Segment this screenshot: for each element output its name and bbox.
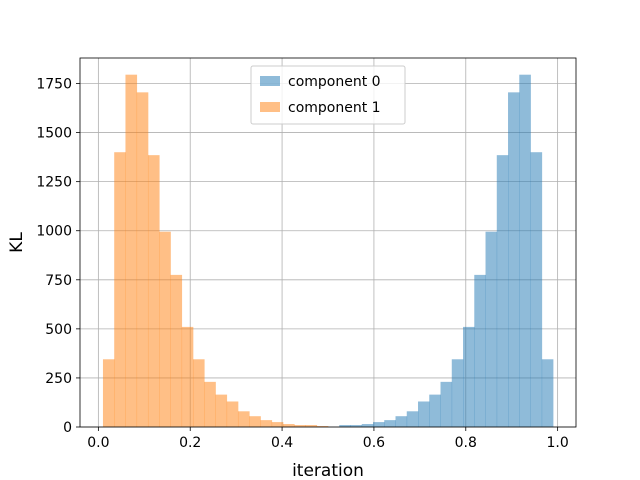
bar-series0-bin28 xyxy=(418,401,430,427)
bar-series0-bin25 xyxy=(384,420,396,427)
bar-series1-bin13 xyxy=(249,416,261,427)
bar-series0-bin36 xyxy=(508,92,520,428)
bar-series0-bin27 xyxy=(406,411,419,427)
bar-series1-bin19 xyxy=(316,426,329,427)
axis-ticks: 0.0 0.2 0.4 0.6 0.8 1.0 0 250 500 750 1000 1250 1500… xyxy=(36,77,568,451)
bar-series0-bin39 xyxy=(541,359,554,427)
y-tick-label-2: 500 xyxy=(45,322,72,338)
bars xyxy=(102,74,554,428)
legend-swatch-1 xyxy=(260,102,280,112)
y-tick-label-0: 0 xyxy=(63,420,72,436)
bar-series0-bin21 xyxy=(339,425,351,427)
series-1-bars xyxy=(102,74,329,428)
y-tick-label-1: 250 xyxy=(45,371,72,387)
bar-series0-bin23 xyxy=(361,424,374,427)
bar-series0-bin22 xyxy=(350,425,363,427)
bar-series0-bin37 xyxy=(519,74,531,428)
bar-series1-bin6 xyxy=(170,274,183,427)
y-tick-label-6: 1500 xyxy=(36,126,72,142)
bar-series1-bin16 xyxy=(282,424,295,427)
legend-swatch-0 xyxy=(260,76,280,86)
bar-series1-bin12 xyxy=(237,411,250,427)
bar-series0-bin32 xyxy=(463,326,475,427)
y-tick-label-7: 1750 xyxy=(36,77,72,93)
bar-series1-bin2 xyxy=(125,74,138,428)
bar-series0-bin30 xyxy=(440,381,453,427)
y-axis-title: KL xyxy=(7,232,27,253)
bar-series1-bin0 xyxy=(102,359,115,427)
legend-label-0: component 0 xyxy=(288,74,381,90)
y-tick-label-3: 750 xyxy=(45,273,72,289)
bar-series0-bin31 xyxy=(451,359,464,427)
bar-series0-bin35 xyxy=(496,155,509,427)
x-tick-label-2: 0.4 xyxy=(271,435,293,451)
bar-series0-bin26 xyxy=(395,416,408,427)
x-tick-label-3: 0.6 xyxy=(363,435,385,451)
x-tick-label-5: 1.0 xyxy=(546,435,568,451)
x-axis-title: iteration xyxy=(292,461,364,480)
legend: component 0 component 1 xyxy=(250,65,406,125)
bar-series1-bin8 xyxy=(192,359,205,427)
bar-series1-bin5 xyxy=(159,231,171,427)
bar-series1-bin15 xyxy=(271,422,284,427)
plot-frame xyxy=(79,57,577,428)
bar-series1-bin3 xyxy=(136,92,149,428)
legend-label-1: component 1 xyxy=(288,100,381,116)
bar-series0-bin24 xyxy=(373,422,385,427)
x-tick-label-0: 0.0 xyxy=(87,435,109,451)
bar-series0-bin38 xyxy=(530,152,543,427)
bar-series1-bin17 xyxy=(294,425,306,427)
bar-series1-bin9 xyxy=(204,381,216,427)
legend-frame xyxy=(250,65,406,125)
bar-series0-bin34 xyxy=(485,231,498,427)
y-tick-label-4: 1000 xyxy=(36,224,72,240)
bar-series0-bin33 xyxy=(474,274,486,427)
x-tick-label-4: 0.8 xyxy=(455,435,477,451)
bar-series0-bin29 xyxy=(429,394,441,427)
bar-series1-bin18 xyxy=(305,425,318,427)
x-tick-label-1: 0.2 xyxy=(179,435,201,451)
bar-series1-bin1 xyxy=(114,152,126,427)
bar-series1-bin4 xyxy=(147,155,160,427)
bar-series1-bin10 xyxy=(215,394,228,427)
series-0-bars xyxy=(339,74,554,428)
bar-series1-bin7 xyxy=(181,326,194,427)
bar-series1-bin14 xyxy=(260,420,273,427)
y-tick-label-5: 1250 xyxy=(36,175,72,191)
bar-series1-bin11 xyxy=(226,401,239,427)
